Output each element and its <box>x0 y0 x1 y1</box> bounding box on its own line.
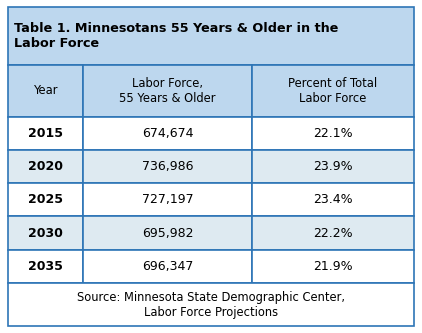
Text: Percent of Total
Labor Force: Percent of Total Labor Force <box>288 77 377 105</box>
Bar <box>252 117 414 150</box>
Bar <box>84 250 252 283</box>
Bar <box>8 283 414 326</box>
Text: 2020: 2020 <box>28 160 63 173</box>
Text: Year: Year <box>34 84 58 97</box>
Text: 695,982: 695,982 <box>142 226 193 240</box>
Text: 736,986: 736,986 <box>142 160 193 173</box>
Bar <box>8 250 84 283</box>
Text: 23.9%: 23.9% <box>313 160 352 173</box>
Bar <box>84 183 252 216</box>
Bar <box>84 150 252 183</box>
Bar <box>8 183 84 216</box>
Bar <box>8 150 84 183</box>
Text: 727,197: 727,197 <box>142 193 193 206</box>
Bar <box>8 117 84 150</box>
Text: 674,674: 674,674 <box>142 127 193 140</box>
Bar <box>8 65 84 117</box>
Bar <box>8 216 84 250</box>
Text: Table 1. Minnesotans 55 Years & Older in the
Labor Force: Table 1. Minnesotans 55 Years & Older in… <box>14 22 338 50</box>
Bar <box>84 216 252 250</box>
Text: 2035: 2035 <box>28 260 63 273</box>
Bar <box>84 117 252 150</box>
Text: 23.4%: 23.4% <box>313 193 352 206</box>
Bar <box>84 65 252 117</box>
Text: 2025: 2025 <box>28 193 63 206</box>
Text: 2015: 2015 <box>28 127 63 140</box>
Text: 696,347: 696,347 <box>142 260 193 273</box>
Text: 2030: 2030 <box>28 226 63 240</box>
Text: Source: Minnesota State Demographic Center,
Labor Force Projections: Source: Minnesota State Demographic Cent… <box>77 291 345 319</box>
Text: Labor Force,
55 Years & Older: Labor Force, 55 Years & Older <box>119 77 216 105</box>
Bar <box>252 250 414 283</box>
Bar <box>252 183 414 216</box>
Text: 22.1%: 22.1% <box>313 127 352 140</box>
Text: 21.9%: 21.9% <box>313 260 352 273</box>
Bar <box>8 7 414 65</box>
Bar <box>252 150 414 183</box>
Bar <box>252 216 414 250</box>
Bar <box>252 65 414 117</box>
Text: 22.2%: 22.2% <box>313 226 352 240</box>
